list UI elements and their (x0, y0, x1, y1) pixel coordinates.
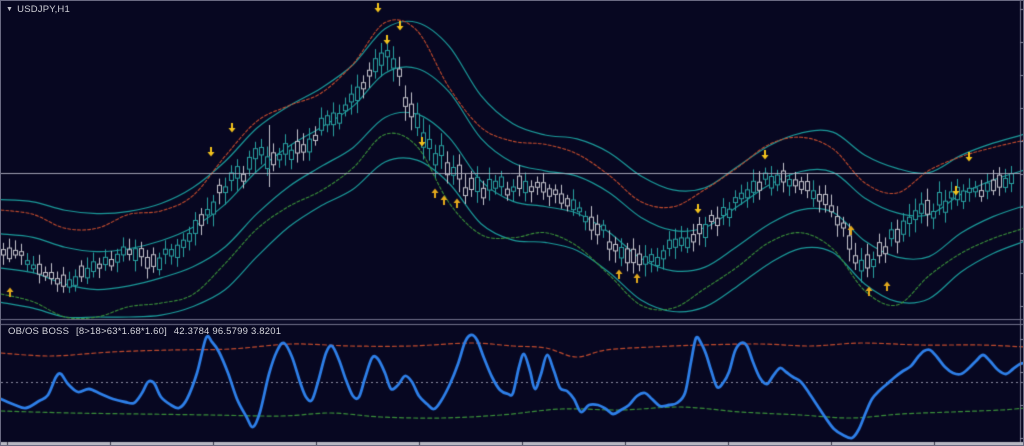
indicator-params: [8>18>63*1.68*1.60] (75, 326, 167, 337)
indicator-values: 42.3784 96.5799 3.8201 (173, 326, 282, 337)
time-axis-scrollbar[interactable] (1, 441, 1020, 445)
symbol-title-label: USDJPY,H1 (17, 4, 70, 15)
indicator-label: OB/OS BOSS [8>18>63*1.68*1.60] 42.3784 9… (8, 326, 285, 337)
symbol-dropdown-icon[interactable]: ▼ (6, 6, 14, 13)
symbol-title[interactable]: ▼ USDJPY,H1 (6, 4, 70, 15)
indicator-name: OB/OS BOSS (8, 326, 70, 337)
price-axis[interactable] (1020, 1, 1023, 445)
